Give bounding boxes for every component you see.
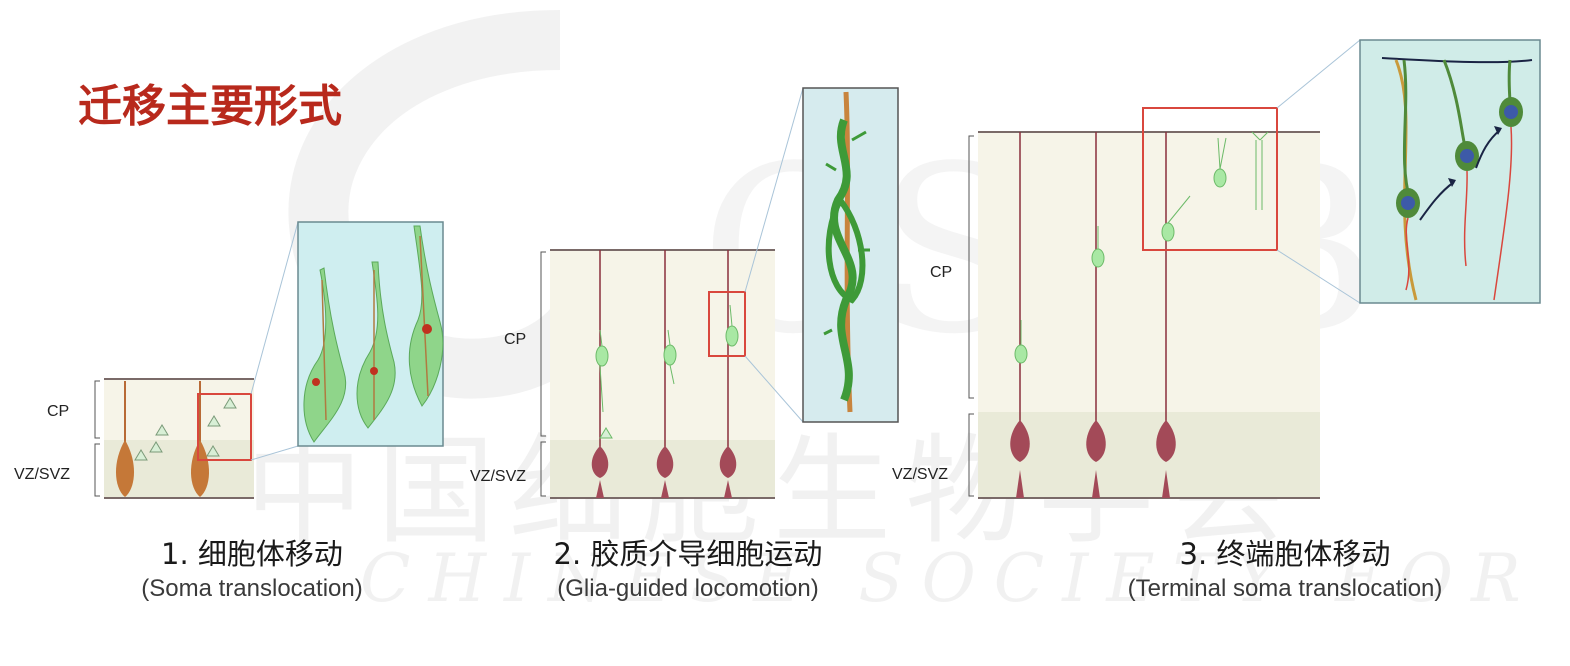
terminal-diagram (968, 39, 1541, 499)
soma-neuron (115, 381, 135, 497)
caption-soma: 1. 细胞体移动 (Soma translocation) (0, 535, 512, 605)
panel-terminal-soma-translocation: CP VZ/SVZ 3. 终端胞体移动 (Terminal soma trans… (892, 0, 1570, 620)
caption-cn: 2. 胶质介导细胞运动 (553, 537, 823, 571)
soma-diagram (94, 221, 444, 499)
caption-terminal: 3. 终端胞体移动 (Terminal soma translocation) (1025, 535, 1545, 605)
soma-neuron (190, 381, 210, 497)
migrating-cells (134, 397, 237, 461)
caption-cn: 1. 细胞体移动 (161, 537, 343, 571)
glia-diagram (540, 87, 899, 499)
terminal-inset (1359, 39, 1541, 304)
panel-glia-guided-locomotion: CP VZ/SVZ 2. 胶质介导细胞运动 (Glia-guided locom… (460, 0, 920, 620)
radial-glia-fibers (1010, 132, 1176, 498)
caption-en: (Soma translocation) (141, 575, 363, 602)
caption-glia: 2. 胶质介导细胞运动 (Glia-guided locomotion) (428, 535, 948, 605)
zone-label-cp: CP (47, 403, 70, 420)
zone-label-vz-svz: VZ/SVZ (14, 466, 71, 483)
zone-label-vz-svz: VZ/SVZ (470, 468, 527, 485)
caption-cn: 3. 终端胞体移动 (1179, 537, 1391, 571)
zone-label-cp: CP (504, 331, 527, 348)
highlight-box (708, 291, 746, 357)
slide-title: 迁移主要形式 (78, 81, 342, 132)
caption-en: (Glia-guided locomotion) (557, 575, 819, 602)
migrating-neurons (1014, 131, 1269, 364)
zone-label-vz-svz: VZ/SVZ (892, 466, 949, 483)
watermark-en: CHINESE SOCIETY FOR CELL BIOLOGY (360, 540, 1570, 617)
migrating-neurons (595, 304, 739, 439)
caption-en: (Terminal soma translocation) (1127, 575, 1443, 602)
zone-label-cp: CP (930, 264, 953, 281)
highlight-box (197, 393, 252, 461)
panel-soma-translocation: CP VZ/SVZ 1. 细胞体移动 (Soma translocation) (0, 0, 460, 620)
highlight-box (1142, 107, 1278, 251)
glia-inset (802, 87, 899, 423)
soma-inset (297, 221, 444, 447)
